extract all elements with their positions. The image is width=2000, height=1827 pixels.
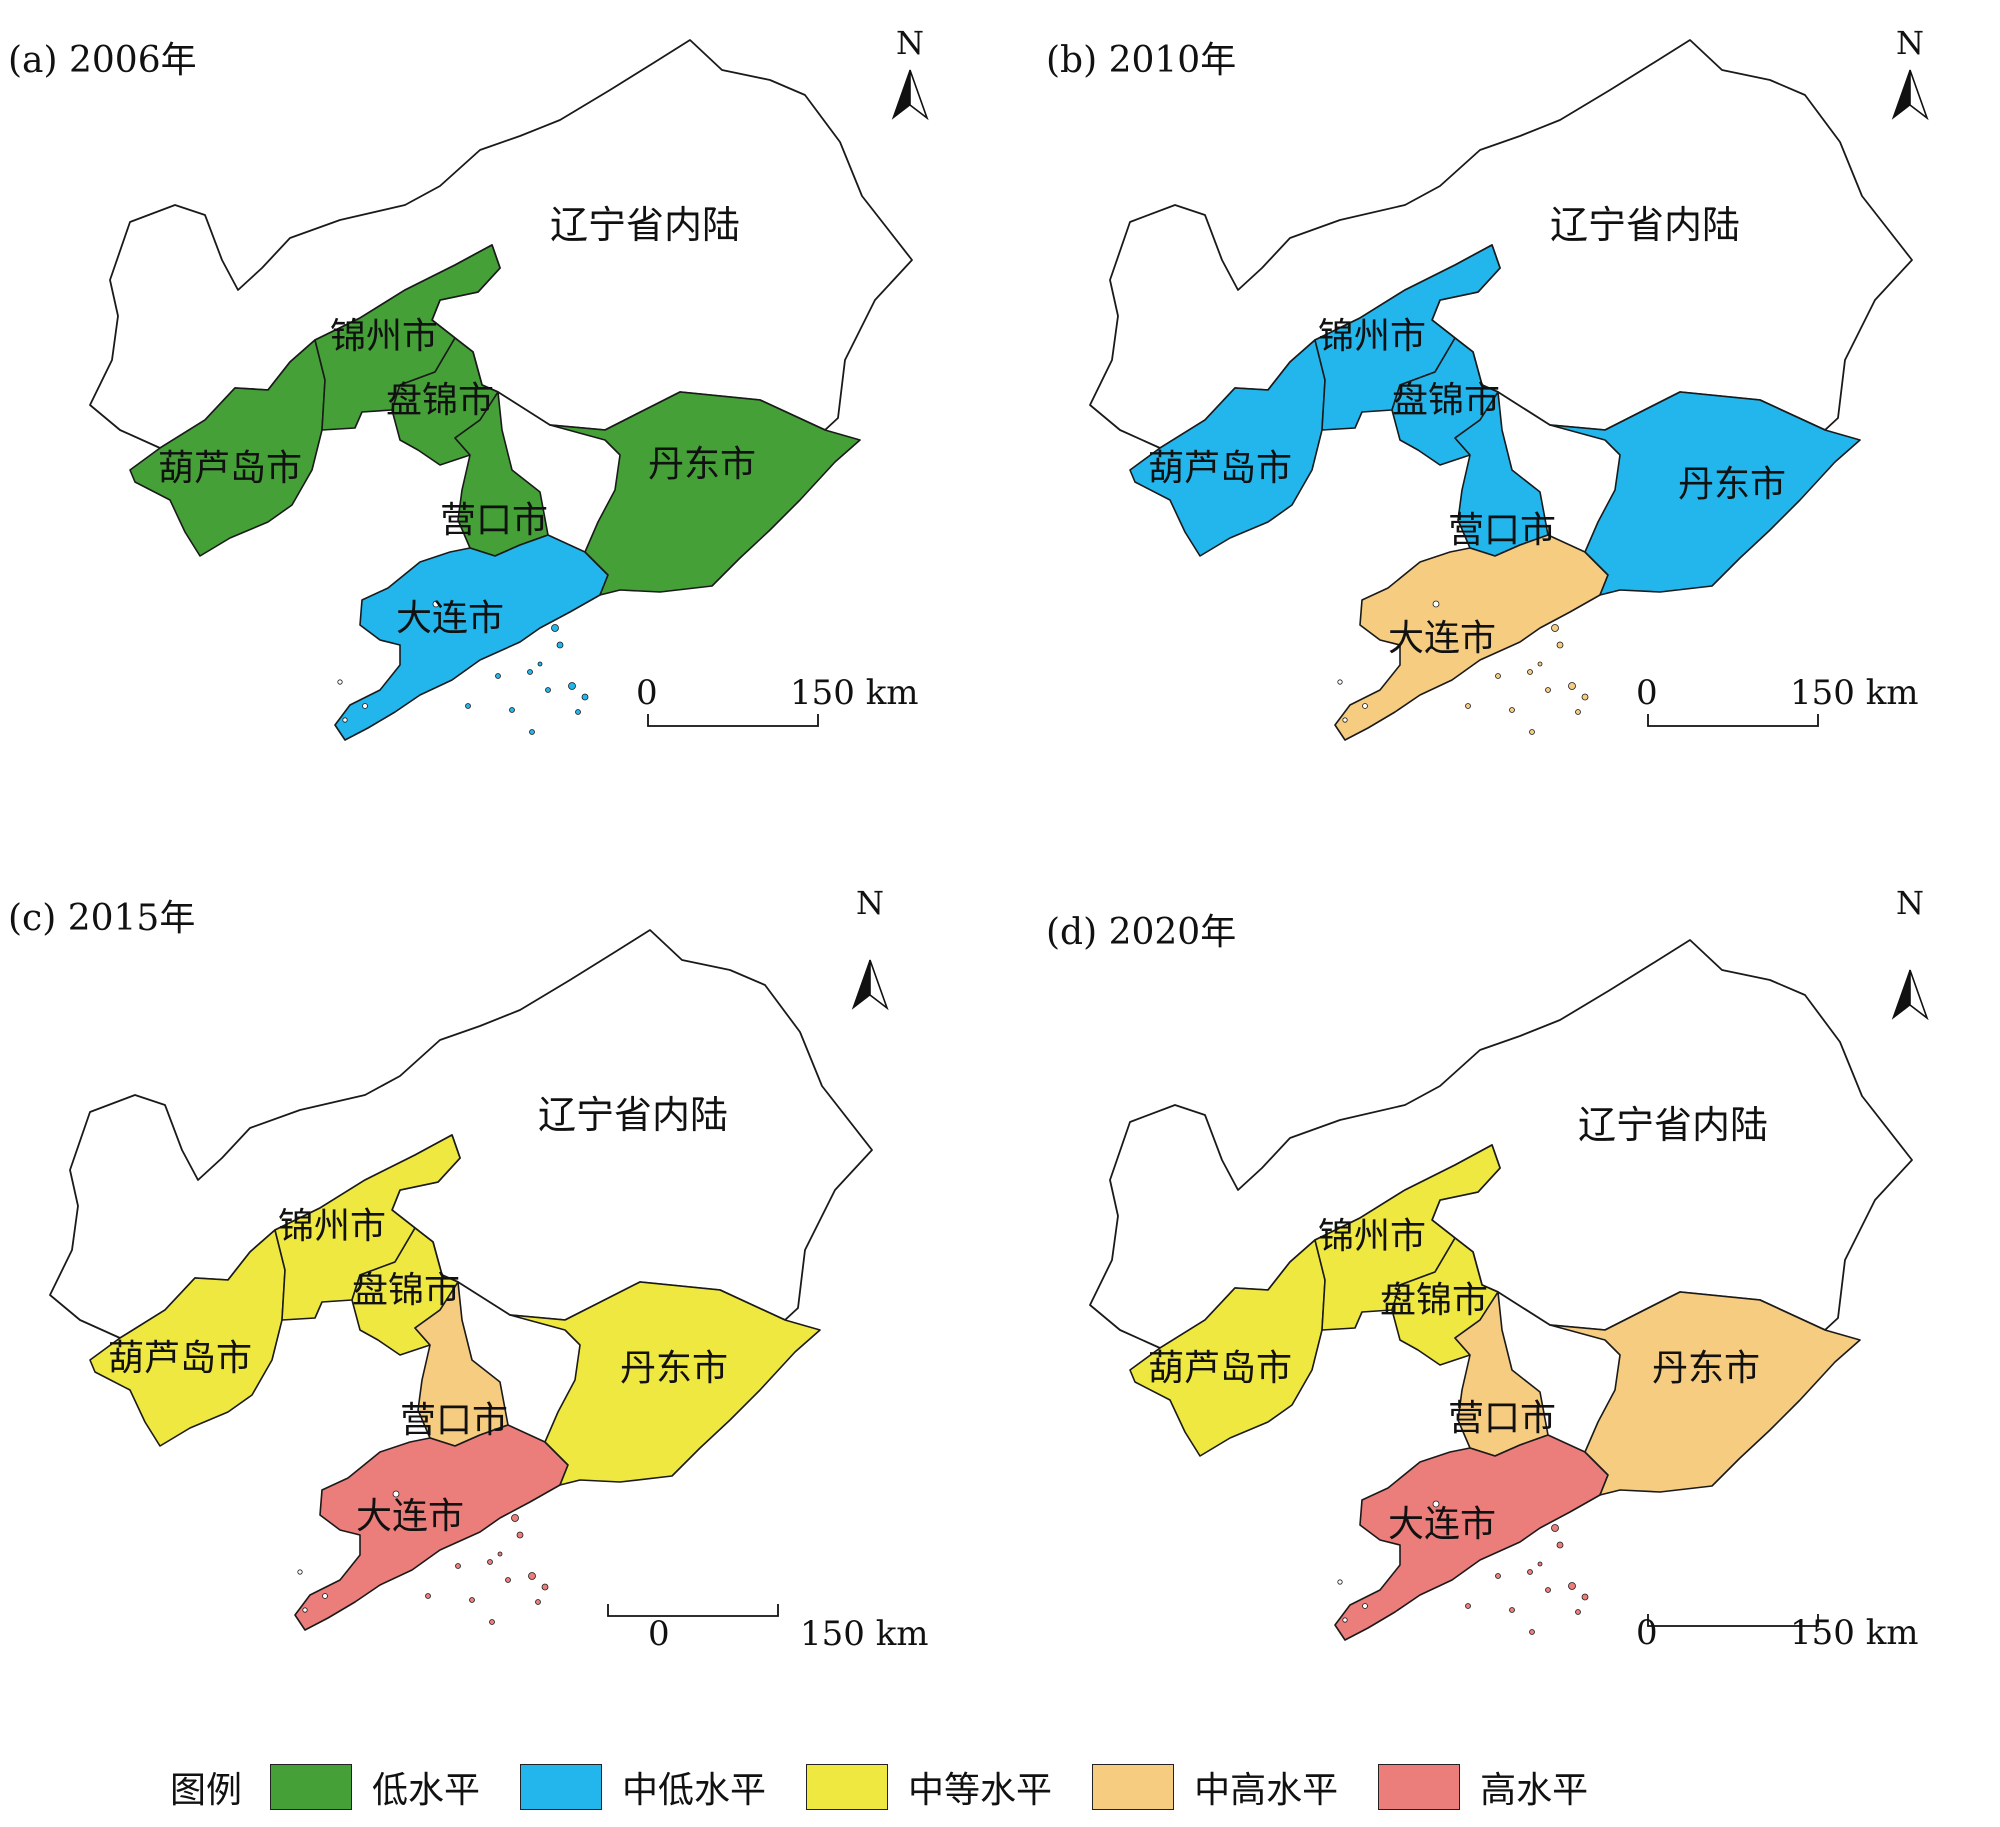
region-dandong [509,1281,821,1486]
inland-region [1089,39,1913,449]
region-jinzhou [314,244,501,431]
label-panjin: 盘锦市 [1380,1280,1488,1321]
label-dandong: 丹东市 [1652,1348,1760,1389]
legend-swatch-low [270,1764,353,1810]
inland-label: 辽宁省内陆 [550,203,740,247]
region-jinzhou [1314,244,1501,431]
label-dalian: 大连市 [1388,1504,1496,1545]
scale-zero: 0 [1636,1613,1658,1653]
scale-end: 150 km [800,1614,929,1654]
label-jinzhou: 锦州市 [278,1206,386,1247]
label-huludao: 葫芦岛市 [158,448,302,489]
dalian-islands [1465,1524,1589,1635]
dalian-islands [465,624,589,735]
panel-c: (c) 2015年 N 辽宁省内陆 0 150 km 葫芦岛市 锦州市 盘锦市 … [8,884,929,1654]
label-dalian: 大连市 [1388,618,1496,659]
inland-label: 辽宁省内陆 [1550,203,1740,247]
panel-a: (a) 2006年 N 辽宁省内陆 0 150 km 葫芦岛市 锦州市 盘锦市 … [8,24,929,741]
region-huludao [1129,339,1326,557]
label-panjin: 盘锦市 [1392,380,1500,421]
region-huludao [1129,1239,1326,1457]
inland-region [1089,939,1913,1349]
legend-item-midhigh: 中高水平 [1092,1761,1338,1813]
legend-label-high: 高水平 [1480,1770,1589,1811]
north-label: N [896,24,924,62]
label-huludao: 葫芦岛市 [1148,1348,1292,1389]
legend-item-high: 高水平 [1378,1761,1588,1813]
panel-title: (b) 2010年 [1046,40,1236,81]
label-dandong: 丹东市 [1678,464,1786,505]
panel-title: (c) 2015年 [8,898,195,939]
dalian-islands [425,1514,549,1625]
region-dandong [549,391,861,596]
label-dandong: 丹东市 [648,444,756,485]
region-jinzhou [274,1134,461,1321]
legend-item-mid: 中等水平 [806,1761,1052,1813]
dalian-islands [1465,624,1589,735]
legend-label-midlow: 中低水平 [622,1770,767,1811]
inland-label: 辽宁省内陆 [538,1093,728,1137]
inland-region [49,929,873,1339]
label-jinzhou: 锦州市 [330,316,438,357]
scale-zero: 0 [1636,673,1658,713]
label-yingkou: 营口市 [400,1400,508,1441]
label-yingkou: 营口市 [1448,510,1556,551]
legend-item-midlow: 中低水平 [520,1761,766,1813]
scale-bar [1647,714,1819,727]
legend-title: 图例 [170,1770,243,1811]
inland-region [89,39,913,449]
inland-label: 辽宁省内陆 [1578,1103,1768,1147]
legend-label-midhigh: 中高水平 [1194,1770,1339,1811]
label-huludao: 葫芦岛市 [1148,448,1292,489]
label-dalian: 大连市 [396,598,504,639]
label-yingkou: 营口市 [440,500,548,541]
scale-bar [1647,1614,1819,1627]
label-panjin: 盘锦市 [386,380,494,421]
label-jinzhou: 锦州市 [1318,1216,1426,1257]
scale-end: 150 km [1790,673,1919,713]
scale-end: 150 km [790,673,919,713]
scale-zero: 0 [648,1614,670,1654]
label-dandong: 丹东市 [620,1348,728,1389]
north-label: N [856,884,884,922]
label-jinzhou: 锦州市 [1318,316,1426,357]
legend-label-mid: 中等水平 [908,1770,1053,1811]
label-panjin: 盘锦市 [352,1270,460,1311]
legend-swatch-mid [806,1764,889,1810]
panel-b: (b) 2010年 N 辽宁省内陆 0 150 km 葫芦岛市 锦州市 盘锦市 … [1046,24,1929,741]
legend-label-low: 低水平 [372,1770,481,1811]
label-huludao: 葫芦岛市 [108,1338,252,1379]
north-label: N [1896,884,1924,922]
label-dalian: 大连市 [356,1496,464,1537]
region-huludao [129,339,326,557]
legend-item-low: 低水平 [270,1761,480,1813]
region-huludao [89,1229,286,1447]
scale-zero: 0 [636,673,658,713]
scale-bar [647,714,819,727]
legend-swatch-high [1378,1764,1461,1810]
legend: 图例 低水平 中低水平 中等水平 中高水平 高水平 [170,1752,1930,1822]
panel-title: (d) 2020年 [1046,912,1236,953]
north-arrow-icon [1891,969,1929,1021]
scale-bar [607,1604,779,1617]
region-dandong [1549,1291,1861,1496]
scale-end: 150 km [1790,1613,1919,1653]
legend-swatch-midlow [520,1764,603,1810]
legend-swatch-midhigh [1092,1764,1175,1810]
north-arrow-icon [1891,69,1929,121]
panel-d: (d) 2020年 N 辽宁省内陆 0 150 km 葫芦岛市 锦州市 盘锦市 … [1046,884,1929,1653]
label-yingkou: 营口市 [1448,1398,1556,1439]
region-jinzhou [1314,1144,1501,1331]
north-label: N [1896,24,1924,62]
north-arrow-icon [851,959,889,1011]
region-dandong [1549,391,1861,596]
panel-title: (a) 2006年 [8,40,197,81]
north-arrow-icon [891,69,929,121]
